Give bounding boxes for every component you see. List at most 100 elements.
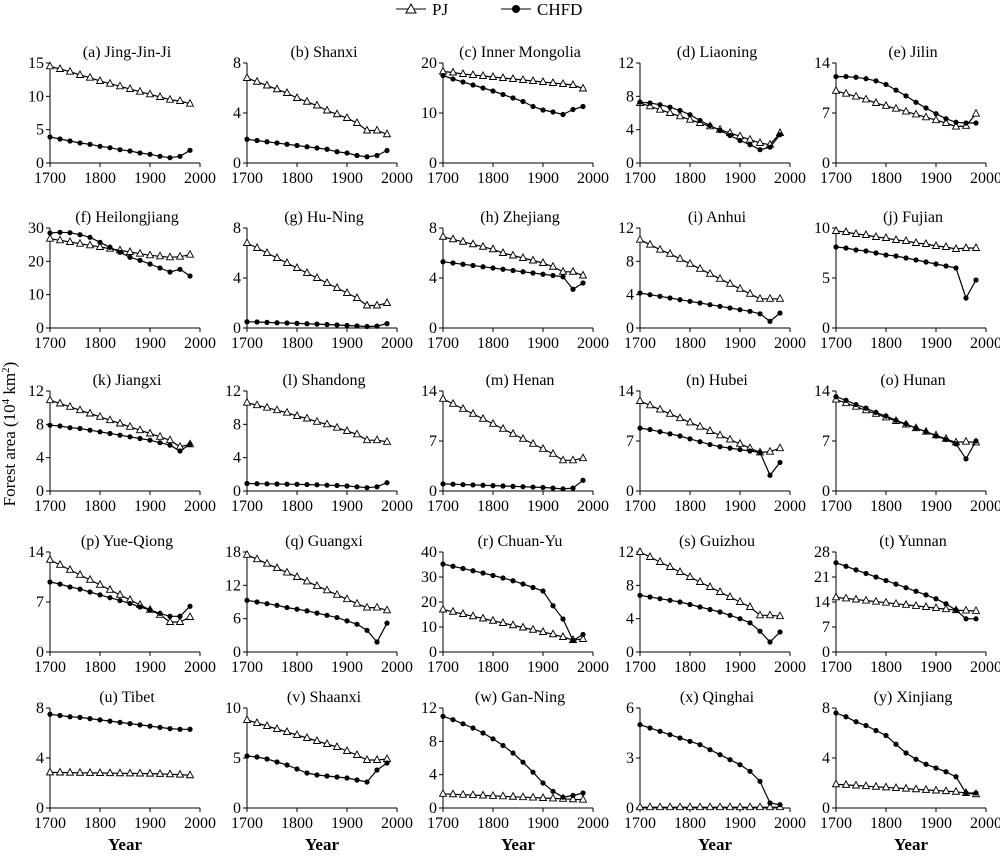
data-point-chfd bbox=[57, 229, 63, 235]
data-point-chfd bbox=[460, 481, 466, 488]
data-point-chfd bbox=[490, 736, 496, 742]
data-point-chfd bbox=[677, 297, 683, 303]
data-point-chfd bbox=[87, 234, 93, 240]
data-point-pj bbox=[695, 263, 705, 272]
data-point-pj bbox=[302, 268, 312, 276]
series-chfd bbox=[244, 597, 390, 645]
data-point-pj bbox=[645, 802, 655, 811]
series-pj bbox=[438, 788, 588, 803]
series-pj bbox=[438, 393, 588, 464]
data-point-pj bbox=[332, 422, 342, 431]
data-point-pj bbox=[901, 106, 911, 115]
y-tick-label: 0 bbox=[233, 483, 241, 500]
y-tick-label: 20 bbox=[28, 253, 44, 270]
data-point-chfd bbox=[187, 147, 193, 153]
data-point-pj bbox=[665, 562, 675, 570]
x-tick-label: 1900 bbox=[527, 498, 559, 515]
x-tick-label: 2000 bbox=[774, 335, 806, 352]
y-tick-label: 6 bbox=[233, 611, 241, 628]
data-point-chfd bbox=[530, 769, 536, 775]
panel-23: (w) Gan-Ning 0 4 8 12 1700 1800 1900 2000 Year bbox=[421, 689, 609, 854]
x-tick-label: 1900 bbox=[724, 170, 756, 187]
data-point-pj bbox=[468, 70, 478, 78]
data-point-chfd bbox=[560, 794, 566, 800]
data-point-pj bbox=[95, 76, 105, 84]
y-tick-label: 12 bbox=[618, 55, 634, 72]
data-point-pj bbox=[745, 602, 755, 610]
data-point-pj bbox=[498, 791, 508, 800]
data-point-pj bbox=[478, 413, 488, 422]
panel-title: (a) Jing-Jin-Ji bbox=[83, 44, 172, 61]
panel-title: (d) Liaoning bbox=[677, 44, 757, 61]
series-chfd bbox=[637, 99, 783, 153]
data-point-pj bbox=[372, 755, 382, 763]
y-tick-label: 8 bbox=[626, 577, 634, 594]
data-point-chfd bbox=[324, 773, 330, 779]
data-point-pj bbox=[831, 779, 841, 788]
data-point-chfd bbox=[480, 264, 486, 270]
y-tick-label: 0 bbox=[626, 483, 634, 500]
data-point-chfd bbox=[254, 319, 260, 325]
data-point-pj bbox=[645, 400, 655, 409]
data-point-pj bbox=[705, 426, 715, 434]
data-point-pj bbox=[528, 438, 538, 447]
data-point-pj bbox=[548, 261, 558, 270]
data-point-chfd bbox=[893, 417, 899, 423]
data-point-chfd bbox=[147, 261, 153, 267]
data-point-pj bbox=[45, 233, 55, 242]
data-point-chfd bbox=[117, 249, 123, 255]
data-point-chfd bbox=[863, 76, 869, 82]
data-point-chfd bbox=[274, 602, 280, 608]
data-point-pj bbox=[538, 627, 548, 635]
x-tick-label: 1700 bbox=[231, 170, 263, 187]
series-chfd bbox=[47, 422, 193, 454]
data-point-chfd bbox=[973, 790, 979, 796]
data-point-pj bbox=[252, 400, 262, 409]
data-point-pj bbox=[851, 594, 861, 603]
data-point-pj bbox=[382, 298, 392, 306]
data-point-pj bbox=[685, 572, 695, 580]
y-tick-label: 0 bbox=[36, 155, 44, 172]
y-tick-label: 21 bbox=[814, 569, 830, 586]
series-chfd bbox=[440, 72, 586, 118]
data-point-pj bbox=[715, 587, 725, 595]
y-tick-label: 0 bbox=[822, 483, 830, 500]
data-point-pj bbox=[871, 232, 881, 240]
data-point-chfd bbox=[167, 726, 173, 732]
data-point-chfd bbox=[913, 756, 919, 762]
data-point-chfd bbox=[157, 265, 163, 271]
data-point-chfd bbox=[953, 441, 959, 447]
data-point-chfd bbox=[707, 441, 713, 448]
data-point-chfd bbox=[137, 150, 143, 156]
data-point-pj bbox=[85, 240, 95, 249]
data-point-chfd bbox=[973, 438, 979, 444]
data-point-pj bbox=[458, 69, 468, 77]
data-point-chfd bbox=[177, 448, 183, 454]
data-point-pj bbox=[881, 597, 891, 606]
data-point-pj bbox=[95, 768, 105, 776]
panel-title: (t) Yunnan bbox=[879, 533, 946, 550]
y-tick-label: 4 bbox=[822, 750, 830, 767]
data-point-chfd bbox=[667, 104, 673, 110]
data-point-pj bbox=[95, 242, 105, 250]
data-point-pj bbox=[578, 270, 588, 279]
data-point-chfd bbox=[167, 155, 173, 161]
panel-24: (x) Qinghai 0 3 6 1700 1800 1900 2000 Year bbox=[624, 689, 806, 854]
data-point-chfd bbox=[274, 320, 280, 326]
data-point-chfd bbox=[480, 570, 486, 576]
panel-4: (d) Liaoning 0 4 8 12 1700 1800 1900 2000 bbox=[618, 44, 806, 187]
data-point-chfd bbox=[687, 298, 693, 304]
data-point-pj bbox=[322, 739, 332, 747]
x-tick-label: 1900 bbox=[724, 659, 756, 676]
data-point-chfd bbox=[57, 581, 63, 587]
y-axis-title-text: Forest area (10 bbox=[0, 404, 19, 506]
series-pj bbox=[242, 238, 392, 309]
data-point-chfd bbox=[580, 103, 586, 110]
y-tick-label: 8 bbox=[626, 253, 634, 270]
data-point-chfd bbox=[374, 152, 380, 159]
y-axis-title-unit-exponent: 2 bbox=[0, 367, 12, 373]
data-point-pj bbox=[498, 248, 508, 256]
data-point-chfd bbox=[687, 601, 693, 608]
y-tick-label: 0 bbox=[233, 644, 241, 661]
data-point-chfd bbox=[510, 483, 516, 489]
